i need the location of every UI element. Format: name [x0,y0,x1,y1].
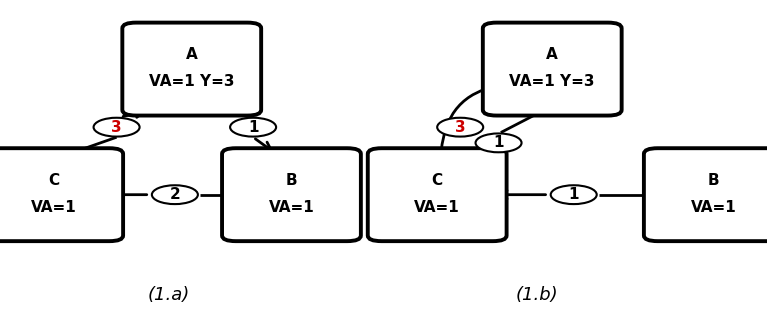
Text: C: C [48,173,59,188]
FancyBboxPatch shape [123,23,261,116]
Text: B: B [285,173,298,188]
Text: (1.a): (1.a) [147,286,190,304]
FancyBboxPatch shape [222,148,360,241]
Text: A: A [186,47,198,62]
Text: C: C [432,173,443,188]
Text: VA=1: VA=1 [31,200,77,215]
Text: 1: 1 [568,187,579,202]
Circle shape [152,185,198,204]
FancyBboxPatch shape [644,148,767,241]
Circle shape [230,118,276,137]
Text: VA=1: VA=1 [268,200,314,215]
Text: A: A [546,47,558,62]
Text: 2: 2 [170,187,180,202]
Circle shape [437,118,483,137]
Text: VA=1: VA=1 [690,200,736,215]
FancyBboxPatch shape [483,23,621,116]
Text: B: B [707,173,719,188]
Text: 1: 1 [493,135,504,150]
Text: VA=1 Y=3: VA=1 Y=3 [509,74,595,89]
Circle shape [551,185,597,204]
Text: 3: 3 [111,120,122,135]
Text: VA=1 Y=3: VA=1 Y=3 [149,74,235,89]
Circle shape [476,133,522,152]
Text: (1.b): (1.b) [515,286,558,304]
Text: 1: 1 [248,120,258,135]
Text: VA=1: VA=1 [414,200,460,215]
FancyBboxPatch shape [367,148,506,241]
Circle shape [94,118,140,137]
FancyBboxPatch shape [0,148,123,241]
Text: 3: 3 [455,120,466,135]
